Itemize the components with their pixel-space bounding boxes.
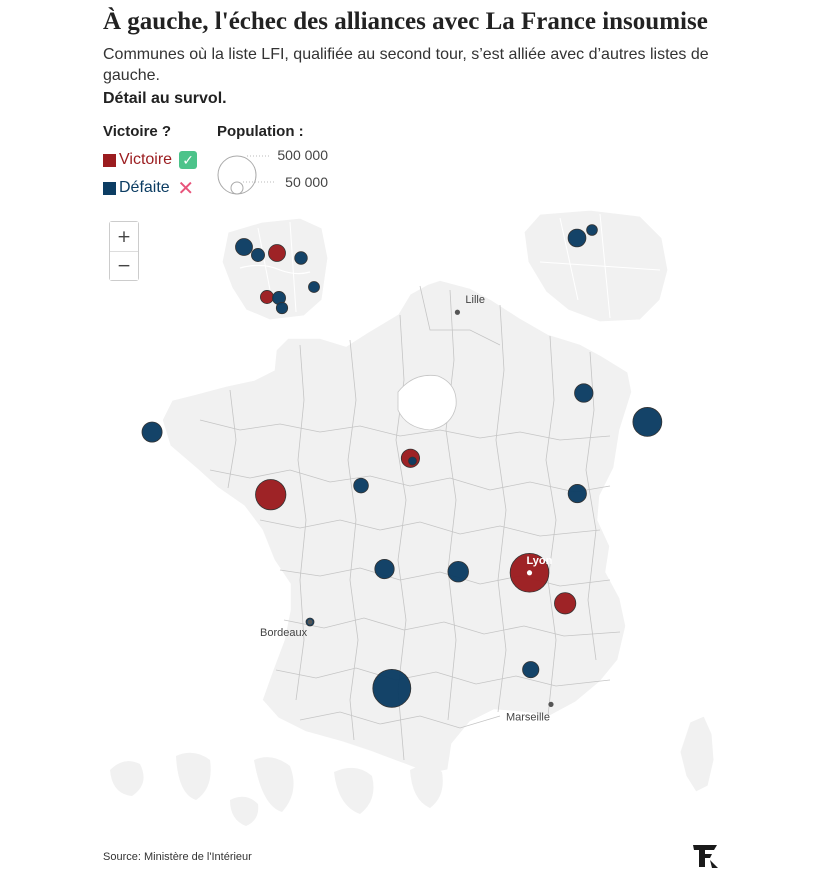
defeat-swatch [103,181,116,195]
commune-bubble[interactable] [372,668,412,708]
inset-paris-bubble[interactable] [235,238,253,256]
legend-victory: Victoire ✓ [103,151,198,169]
legend-defeat: Défaite ✕ [103,177,195,200]
zoom-in-button[interactable]: + [110,222,138,251]
legend-circle-large [217,155,257,195]
city-dot [548,701,554,707]
city-markers: Lille Lyon Bordeaux Marseille [260,294,554,723]
cross-icon: ✕ [177,177,195,200]
zoom-control[interactable]: + − [109,221,139,281]
commune-bubbles[interactable] [141,224,663,708]
commune-bubble[interactable] [447,561,469,583]
city-dot [307,619,313,625]
commune-bubble[interactable] [408,456,417,466]
inset-paris-bubble[interactable] [260,290,274,304]
inset-north [523,209,669,323]
legend-size-small: 50 000 [285,174,328,190]
commune-bubble[interactable] [554,592,577,615]
legend-circle-small [230,181,244,195]
inset-paris-bubble[interactable] [294,251,308,265]
legend-size-large: 500 000 [277,147,328,163]
city-dot [454,309,461,315]
commune-bubble[interactable] [255,479,287,511]
legend-size-circles [217,155,276,195]
page-title: À gauche, l'échec des alliances avec La … [103,8,708,35]
inset-paris-region [221,217,329,321]
hover-hint: Détail au survol. [103,90,227,107]
city-label: Marseille [506,711,550,723]
page-subtitle: Communes où la liste LFI, qualifiée au s… [103,46,709,84]
city-label: Lyon [527,555,553,567]
commune-bubble[interactable] [574,383,594,403]
inset-north-bubble[interactable] [567,228,587,248]
legend-result-title: Victoire ? [103,123,172,140]
zoom-out-button[interactable]: − [110,251,138,280]
source-note: Source: Ministère de l'Intérieur [103,851,252,863]
inset-north-bubble[interactable] [586,224,598,236]
commune-bubble[interactable] [567,484,587,504]
city-dot [526,570,533,576]
check-icon: ✓ [179,151,198,169]
inset-paris-bubble[interactable] [251,248,265,262]
corsica [679,715,715,793]
inset-paris-bubble[interactable] [308,281,320,293]
victory-swatch [103,153,116,167]
legend-victory-label: Victoire [119,151,173,168]
commune-bubble[interactable] [141,421,163,443]
city-label: Bordeaux [260,627,308,639]
inset-paris-bubble[interactable] [268,244,286,262]
inset-paris-bubble[interactable] [275,301,289,315]
mainland-france [161,279,633,775]
legend-defeat-label: Défaite [119,179,170,196]
commune-bubble[interactable] [353,477,369,494]
le-figaro-logo [693,845,718,868]
commune-bubble[interactable] [522,661,540,679]
city-label: Lille [465,294,485,306]
commune-bubble[interactable] [374,558,395,580]
legend-population-title: Population : [217,123,304,140]
overseas-territories [110,752,443,826]
commune-bubble[interactable] [632,407,663,437]
